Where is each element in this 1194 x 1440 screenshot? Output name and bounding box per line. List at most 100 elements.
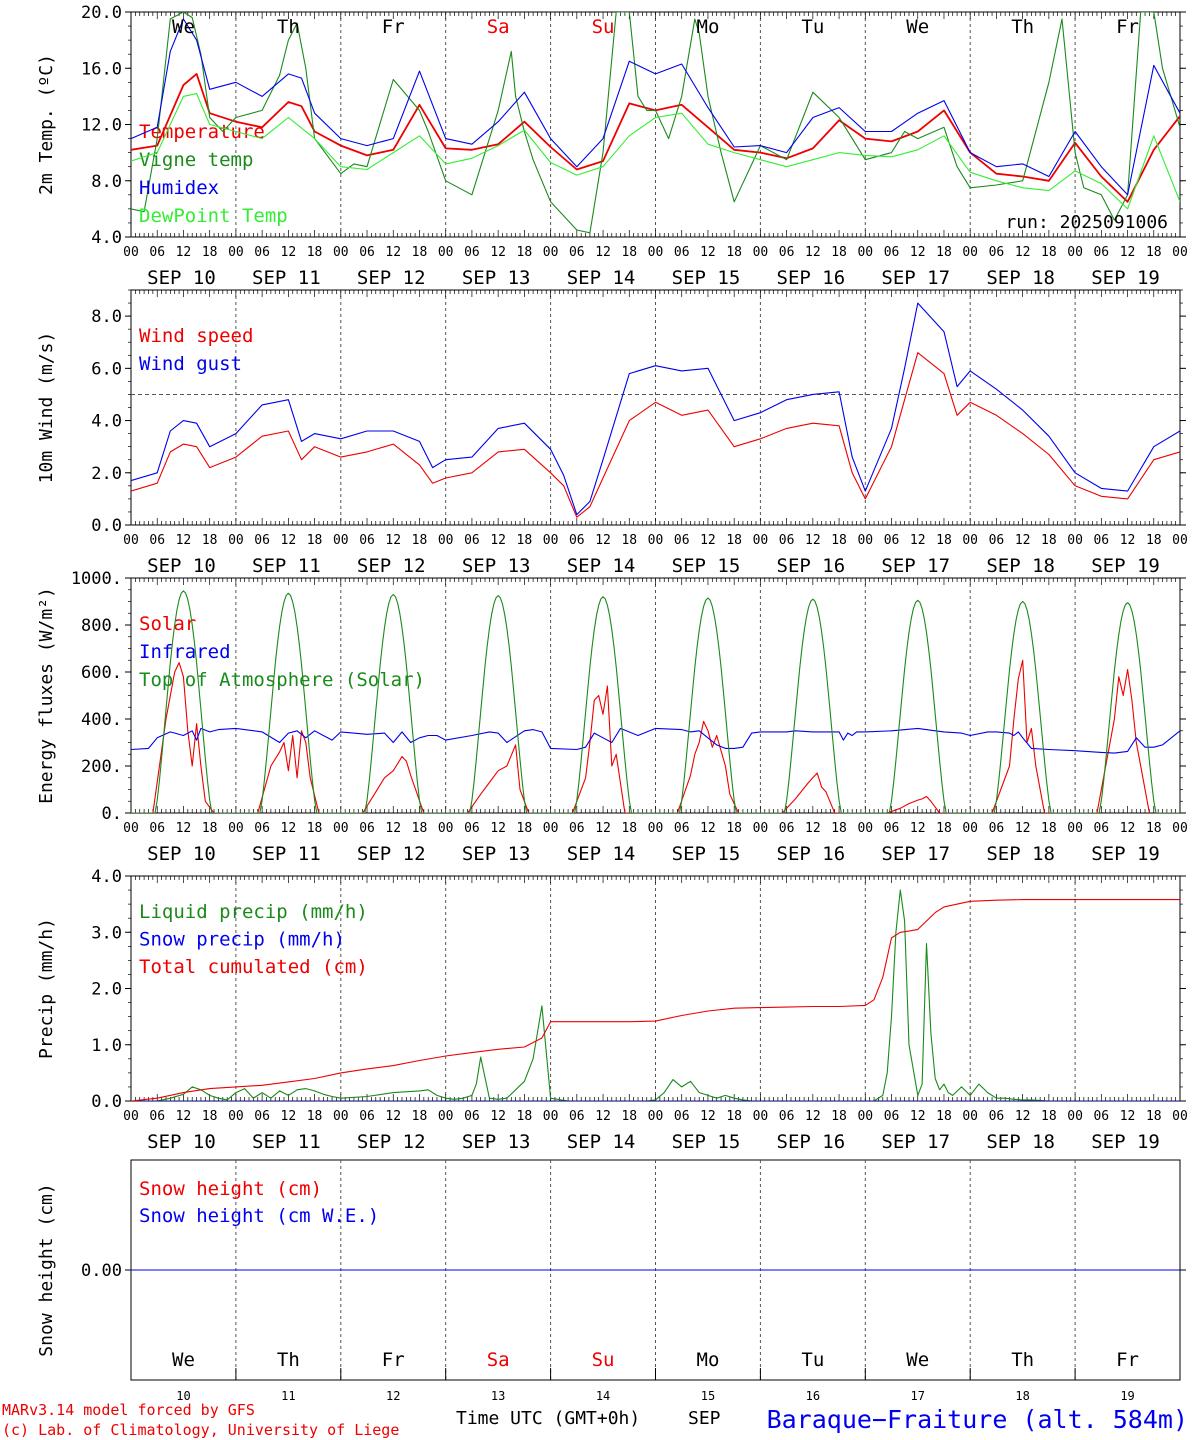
date-label: SEP 14 — [567, 843, 636, 865]
series-line-energy-1 — [131, 727, 1180, 754]
hour-tick-label: 00 — [648, 533, 664, 548]
hour-tick-label: 06 — [149, 1109, 165, 1124]
hour-tick-label: 00 — [543, 1109, 559, 1124]
y-tick-label: 20.0 — [81, 3, 122, 23]
hour-tick-label: 18 — [517, 245, 533, 260]
hour-tick-label: 00 — [1172, 821, 1188, 836]
date-label: SEP 13 — [462, 555, 531, 577]
date-label: SEP 15 — [672, 267, 741, 289]
hour-tick-label: 06 — [359, 1109, 375, 1124]
hour-tick-label: 00 — [1067, 533, 1083, 548]
hour-tick-label: 18 — [412, 533, 428, 548]
hour-tick-label: 00 — [123, 821, 139, 836]
hour-tick-label: 00 — [333, 1109, 349, 1124]
hour-tick-label: 12 — [490, 1109, 506, 1124]
panel-precip: 0.0 1.0 2.0 3.0 4.0 Precip (mm/h) Liquid preci… — [36, 867, 1188, 1153]
date-label: SEP 18 — [986, 267, 1055, 289]
hour-tick-label: 00 — [962, 245, 978, 260]
date-label: SEP 19 — [1091, 267, 1160, 289]
weekday-label: Th — [277, 1349, 300, 1371]
hour-tick-label: 06 — [569, 1109, 585, 1124]
hour-tick-label: 12 — [281, 821, 297, 836]
hour-tick-label: 18 — [621, 245, 637, 260]
hour-tick-label: 00 — [228, 245, 244, 260]
hour-tick-label: 12 — [490, 533, 506, 548]
hour-tick-label: 06 — [1093, 1109, 1109, 1124]
hour-tick-label: 18 — [621, 1109, 637, 1124]
legend-label: DewPoint Temp — [139, 205, 288, 227]
hour-tick-label: 00 — [753, 245, 769, 260]
hour-tick-label: 00 — [648, 245, 664, 260]
hour-tick-label: 12 — [490, 821, 506, 836]
y-tick-label: 1.0 — [91, 1036, 122, 1056]
hour-tick-label: 00 — [753, 821, 769, 836]
hour-tick-label: 00 — [857, 533, 873, 548]
hour-tick-label: 00 — [543, 821, 559, 836]
hour-tick-label: 12 — [700, 821, 716, 836]
hour-tick-label: 12 — [1120, 245, 1136, 260]
y-tick-label: 0.0 — [91, 516, 122, 536]
hour-tick-label: 12 — [1120, 533, 1136, 548]
panel-wind: 0.0 2.0 4.0 6.0 8.0 10m Wind (m/s) Wind speed W… — [36, 289, 1188, 577]
hour-tick-label: 06 — [359, 821, 375, 836]
date-label: SEP 13 — [462, 1131, 531, 1153]
credit-line-1: MARv3.14 model forced by GFS — [2, 1401, 255, 1419]
day-number: 17 — [911, 1389, 925, 1403]
hour-tick-label: 00 — [543, 533, 559, 548]
y-tick-label: 600. — [81, 663, 122, 683]
hour-tick-label: 18 — [726, 1109, 742, 1124]
hour-tick-label: 18 — [1041, 821, 1057, 836]
hour-tick-label: 12 — [385, 821, 401, 836]
hour-tick-label: 12 — [595, 533, 611, 548]
hour-tick-label: 12 — [1120, 821, 1136, 836]
hour-tick-label: 18 — [831, 533, 847, 548]
hour-tick-label: 06 — [884, 821, 900, 836]
y-tick-label: 0.00 — [81, 1261, 122, 1281]
hour-tick-label: 12 — [281, 533, 297, 548]
hour-tick-label: 00 — [857, 1109, 873, 1124]
hour-tick-label: 06 — [674, 1109, 690, 1124]
date-label: SEP 11 — [252, 843, 321, 865]
day-number: 15 — [701, 1389, 715, 1403]
hour-tick-label: 18 — [517, 1109, 533, 1124]
hour-tick-label: 00 — [228, 821, 244, 836]
date-label: SEP 15 — [672, 843, 741, 865]
hour-tick-label: 00 — [228, 1109, 244, 1124]
hour-tick-label: 06 — [464, 1109, 480, 1124]
hour-tick-label: 12 — [595, 821, 611, 836]
date-label: SEP 18 — [986, 1131, 1055, 1153]
panel-snow: 0.00 Snow height (cm) Snow height (cm) Snow… — [36, 1159, 1186, 1403]
hour-tick-label: 06 — [1093, 245, 1109, 260]
weekday-label: Fr — [1116, 16, 1139, 38]
date-label: SEP 10 — [147, 555, 216, 577]
y-tick-label: 8.0 — [91, 307, 122, 327]
hour-tick-label: 18 — [936, 1109, 952, 1124]
hour-tick-label: 12 — [385, 245, 401, 260]
hour-tick-label: 12 — [910, 533, 926, 548]
hour-tick-label: 18 — [1041, 245, 1057, 260]
day-number: 18 — [1015, 1389, 1029, 1403]
y-tick-label: 6.0 — [91, 359, 122, 379]
hour-tick-label: 00 — [962, 1109, 978, 1124]
hour-tick-label: 18 — [517, 533, 533, 548]
date-label: SEP 12 — [357, 843, 426, 865]
legend-label: Snow precip (mm/h) — [139, 929, 345, 951]
hour-tick-label: 18 — [726, 245, 742, 260]
hour-tick-label: 18 — [831, 821, 847, 836]
date-label: SEP 16 — [777, 267, 846, 289]
series-line-precip-2 — [131, 899, 1180, 1101]
hour-tick-label: 00 — [438, 533, 454, 548]
weekday-label: Su — [592, 1349, 615, 1371]
hour-tick-label: 18 — [1041, 1109, 1057, 1124]
panel-temperature: 4.0 8.0 12.0 16.0 20.0 2m Temp. (ºC) Temperatu… — [36, 3, 1188, 289]
hour-tick-label: 00 — [1067, 821, 1083, 836]
hour-tick-label: 00 — [962, 533, 978, 548]
y-tick-label: 4.0 — [91, 228, 122, 248]
hour-tick-label: 06 — [674, 245, 690, 260]
date-label: SEP 17 — [881, 267, 950, 289]
hour-tick-label: 06 — [149, 533, 165, 548]
hour-tick-label: 06 — [254, 245, 270, 260]
hour-tick-label: 12 — [805, 533, 821, 548]
footer: MARv3.14 model forced by GFS (c) Lab. of … — [2, 1401, 1188, 1439]
hour-tick-label: 18 — [831, 245, 847, 260]
